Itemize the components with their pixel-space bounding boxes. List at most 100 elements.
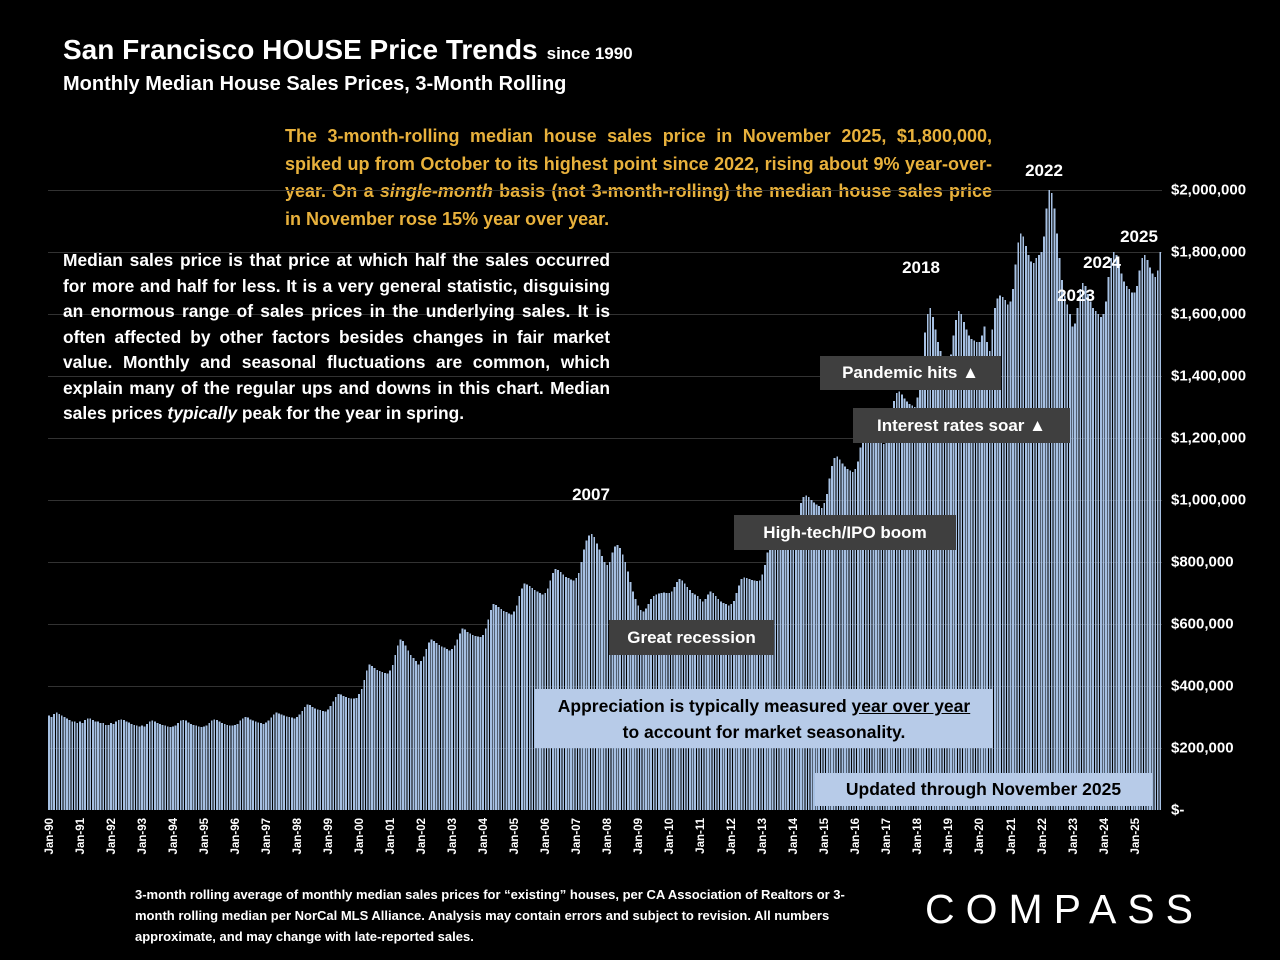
bar (583, 549, 585, 810)
x-axis-label: Jan-17 (881, 818, 894, 855)
x-axis-label: Jan-21 (1005, 818, 1018, 855)
x-axis-label: Jan-24 (1098, 818, 1111, 855)
bar (53, 713, 55, 810)
bar (203, 726, 205, 810)
bar (1058, 258, 1061, 810)
bar (497, 606, 500, 810)
bar (55, 712, 58, 810)
bar (947, 363, 950, 810)
bar (970, 338, 973, 810)
bar (931, 317, 934, 810)
bar (482, 634, 485, 810)
annotation-interest-rates-soar: Interest rates soar ▲ (853, 408, 1070, 443)
bar (1156, 270, 1159, 810)
annotation-high-tech-ipo-boom: High-tech/IPO boom (734, 515, 956, 550)
bar (477, 636, 479, 810)
bar (373, 668, 376, 810)
bar (208, 723, 211, 810)
bar (332, 701, 335, 810)
bar (1035, 258, 1038, 810)
bar (1043, 236, 1045, 810)
bar (999, 295, 1001, 810)
bar (161, 724, 164, 810)
bar (898, 391, 901, 810)
x-axis-label: Jan-12 (726, 818, 739, 855)
bar (1006, 304, 1009, 810)
bar (919, 382, 921, 810)
year-label-2018: 2018 (902, 258, 940, 277)
year-label-2022: 2022 (1025, 161, 1063, 180)
x-axis-label: Jan-10 (664, 818, 677, 855)
bar (1061, 279, 1064, 810)
bar (487, 619, 490, 810)
bar (321, 710, 324, 810)
x-axis-label: Jan-92 (106, 818, 119, 855)
x-axis-label: Jan-93 (137, 818, 150, 855)
bar (347, 697, 350, 810)
bar (505, 612, 508, 810)
bar (241, 718, 244, 810)
bar (226, 724, 229, 810)
x-axis-label: Jan-19 (943, 818, 956, 855)
bar (593, 537, 596, 810)
bar (619, 548, 622, 810)
bar (262, 723, 265, 810)
y-axis-label: $400,000 (1171, 677, 1234, 695)
bar (962, 321, 965, 810)
bar (104, 724, 107, 810)
bar (84, 720, 86, 810)
bar (425, 648, 428, 810)
bar (1123, 281, 1126, 810)
bar (288, 717, 291, 810)
bar (784, 541, 787, 810)
bar (588, 535, 591, 810)
y-axis-label: $1,600,000 (1171, 305, 1247, 323)
bar (63, 717, 66, 810)
bar (270, 717, 273, 810)
bar (1074, 323, 1076, 810)
bar (1032, 262, 1035, 810)
bar (314, 708, 317, 810)
bar (433, 641, 435, 810)
bar (1110, 258, 1113, 810)
bar (810, 500, 813, 810)
bar (595, 543, 598, 810)
bar (934, 329, 937, 810)
bar (293, 718, 296, 810)
bar (895, 393, 898, 810)
x-axis-label: Jan-25 (1129, 818, 1142, 855)
bar (960, 314, 963, 810)
y-axis-label: $2,000,000 (1171, 181, 1247, 199)
bar (815, 504, 818, 810)
bar (427, 642, 430, 810)
bar (1154, 276, 1157, 810)
bar (867, 428, 870, 810)
bar (1030, 261, 1032, 810)
bar (420, 661, 422, 810)
bar (872, 434, 875, 810)
bar (71, 721, 74, 810)
bar (221, 723, 223, 810)
bar (303, 707, 306, 810)
bar (521, 588, 523, 810)
bar (440, 646, 443, 810)
bar (807, 496, 810, 810)
bar (365, 670, 368, 810)
bar (352, 698, 355, 810)
bar (1146, 259, 1149, 810)
bar (404, 645, 407, 810)
bar (79, 721, 81, 810)
bar (1056, 233, 1058, 810)
x-axis-label: Jan-01 (385, 818, 398, 855)
bar (580, 562, 583, 810)
bar (1087, 293, 1089, 810)
bar (135, 725, 138, 810)
bar (394, 655, 397, 810)
bar (337, 693, 340, 810)
bar (244, 717, 247, 810)
bar (306, 704, 309, 810)
bar (831, 465, 833, 810)
gridline (48, 252, 1162, 253)
bar (531, 588, 534, 810)
bar (1022, 236, 1025, 810)
